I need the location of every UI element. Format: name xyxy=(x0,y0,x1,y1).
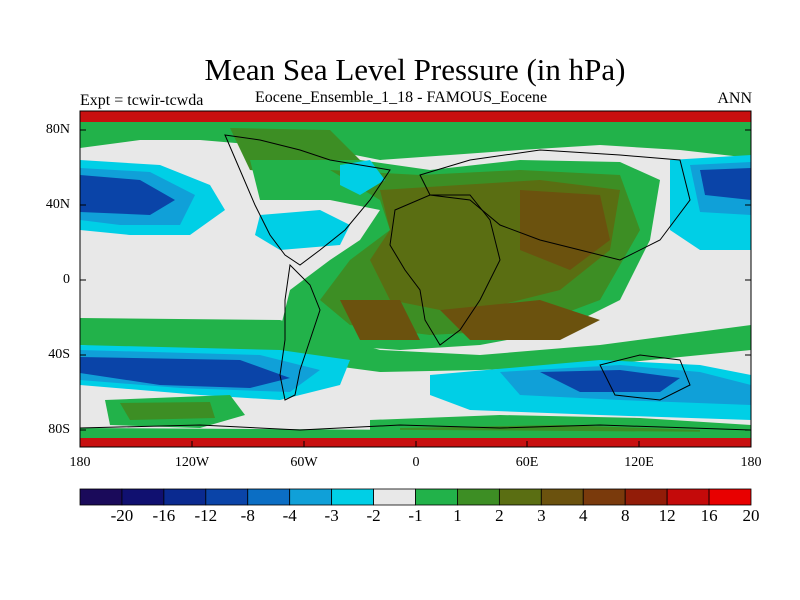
colorbar-tick-label: 3 xyxy=(537,506,546,525)
south-america-coast xyxy=(279,263,321,401)
lon-label: 60E xyxy=(515,455,539,470)
map-field xyxy=(80,111,751,447)
lat-label: 40N xyxy=(45,197,70,212)
colorbar-tick-label: 16 xyxy=(700,506,718,525)
africa-coast xyxy=(389,194,501,346)
lon-label: 60W xyxy=(290,455,318,470)
colorbar-swatch xyxy=(121,488,165,506)
colorbar-swatch xyxy=(415,488,458,506)
colorbar-swatch xyxy=(582,488,626,506)
colorbar-swatch xyxy=(289,488,333,506)
colorbar-tick-label: 8 xyxy=(620,506,630,525)
negative-pressure-region xyxy=(255,210,350,250)
lon-label: 180 xyxy=(69,455,91,470)
plot-title: Mean Sea Level Pressure (in hPa) xyxy=(204,52,626,87)
eurasia-coast xyxy=(419,149,691,261)
lon-label: 120E xyxy=(624,455,654,470)
antarctic-positive-region xyxy=(120,402,215,420)
antarctica-coast xyxy=(80,424,751,431)
lat-ticks xyxy=(80,129,751,431)
colorbar-tick-label: -8 xyxy=(240,506,255,525)
colorbar-tick-label: 1 xyxy=(453,506,462,525)
colorbar-swatch xyxy=(331,488,374,506)
lon-label: 180 xyxy=(740,455,762,470)
lon-label: 0 xyxy=(412,455,420,470)
colorbar-tick-label: 20 xyxy=(742,506,760,525)
lat-label: 80S xyxy=(48,422,70,437)
colorbar xyxy=(79,488,752,506)
lat-label: 40S xyxy=(48,347,70,362)
colorbar-tick-label: -16 xyxy=(152,506,176,525)
colorbar-swatch xyxy=(457,488,500,506)
positive-pressure-band xyxy=(80,318,751,372)
australia-coast xyxy=(599,354,691,401)
colorbar-swatch xyxy=(163,488,207,506)
colorbar-tick-label: 4 xyxy=(579,506,588,525)
positive-pressure-region xyxy=(440,300,600,340)
colorbar-tick-label: 2 xyxy=(495,506,504,525)
north-america-coast xyxy=(224,134,391,266)
colorbar-tick-label: -12 xyxy=(194,506,218,525)
colorbar-tick-label: -1 xyxy=(408,506,423,525)
colorbar-tick-label: -20 xyxy=(110,506,134,525)
lat-label: 80N xyxy=(45,122,70,137)
negative-pressure-region xyxy=(700,168,751,200)
colorbar-tick-label: -2 xyxy=(366,506,381,525)
colorbar-swatch xyxy=(79,488,123,506)
colorbar-swatch xyxy=(205,488,249,506)
lat-label: 0 xyxy=(63,272,70,287)
colorbar-swatch xyxy=(373,488,416,506)
colorbar-swatch xyxy=(540,488,584,506)
negative-pressure-region xyxy=(540,370,680,392)
season-label: ANN xyxy=(717,90,752,107)
lon-label: 120W xyxy=(174,455,210,470)
experiment-label: Expt = tcwir-tcwda xyxy=(80,92,204,109)
negative-pressure-region xyxy=(80,357,290,388)
colorbar-swatch xyxy=(708,488,752,506)
colorbar-swatch xyxy=(624,488,668,506)
colorbar-tick-label: 12 xyxy=(658,506,676,525)
negative-pressure-region xyxy=(340,160,385,195)
colorbar-swatch xyxy=(247,488,291,506)
colorbar-tick-label: -4 xyxy=(282,506,297,525)
positive-pressure-region xyxy=(340,300,420,340)
lon-ticks xyxy=(79,441,752,447)
ensemble-label: Eocene_Ensemble_1_18 - FAMOUS_Eocene xyxy=(255,89,548,106)
positive-pressure-region xyxy=(520,190,610,270)
colorbar-tick-label: -3 xyxy=(324,506,339,525)
coastlines xyxy=(80,134,751,431)
polar-band-north xyxy=(80,111,751,122)
negative-pressure-region xyxy=(80,175,175,215)
colorbar-swatch xyxy=(498,488,542,506)
colorbar-swatch xyxy=(666,488,710,506)
